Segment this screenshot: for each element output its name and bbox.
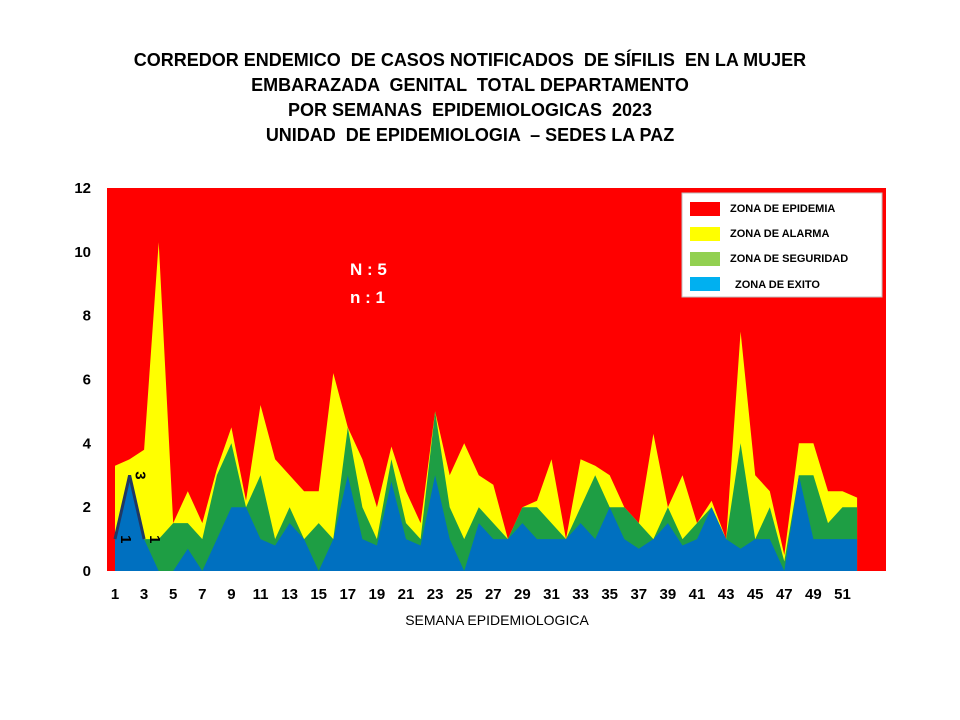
casos-data-label: 1 xyxy=(146,535,163,543)
x-tick-label: 15 xyxy=(310,586,327,603)
title-line-1: CORREDOR ENDEMICO DE CASOS NOTIFICADOS D… xyxy=(133,50,807,70)
y-tick-label: 2 xyxy=(83,499,91,516)
title-line-4: UNIDAD DE EPIDEMIOLOGIA – SEDES LA PAZ xyxy=(265,125,675,145)
x-tick-label: 49 xyxy=(805,586,822,603)
x-tick-label: 45 xyxy=(747,586,764,603)
x-tick-label: 21 xyxy=(398,586,415,603)
x-tick-label: 5 xyxy=(169,586,177,603)
x-tick-label: 37 xyxy=(630,586,647,603)
x-tick-label: 41 xyxy=(689,586,706,603)
y-tick-label: 4 xyxy=(83,435,92,452)
x-tick-label: 23 xyxy=(427,586,444,603)
title-line-2: EMBARAZADA GENITAL TOTAL DEPARTAMENTO xyxy=(251,75,689,95)
x-tick-label: 9 xyxy=(227,586,235,603)
x-tick-label: 43 xyxy=(718,586,735,603)
x-tick-label: 25 xyxy=(456,586,473,603)
x-axis-label: SEMANA EPIDEMIOLOGICA xyxy=(405,612,589,628)
legend-swatch-seguridad xyxy=(690,252,720,266)
annotation-n: n : 1 xyxy=(350,288,385,307)
casos-line xyxy=(113,474,146,540)
legend-swatch-epidemia xyxy=(690,202,720,216)
chart-title: CORREDOR ENDEMICO DE CASOS NOTIFICADOS D… xyxy=(0,48,940,148)
casos-data-label: 1 xyxy=(117,535,134,543)
x-tick-label: 3 xyxy=(140,586,148,603)
y-tick-label: 12 xyxy=(74,180,91,197)
x-tick-label: 47 xyxy=(776,586,793,603)
x-tick-label: 27 xyxy=(485,586,502,603)
x-tick-label: 39 xyxy=(660,586,677,603)
y-axis: 0 2 4 6 8 10 12 xyxy=(74,180,91,580)
x-tick-label: 17 xyxy=(339,586,356,603)
annotation-N: N : 5 xyxy=(350,260,387,279)
title-line-3: POR SEMANAS EPIDEMIOLOGICAS 2023 xyxy=(287,100,653,120)
y-tick-label: 8 xyxy=(83,308,91,325)
x-axis: 1 3 5 7 9 11 13 15 17 19 21 23 25 27 29 31 33 35 37 39 41 43 4… xyxy=(111,586,851,603)
x-tick-label: 51 xyxy=(834,586,851,603)
legend-swatch-exito xyxy=(690,277,720,291)
legend-swatch-alarma xyxy=(690,227,720,241)
x-tick-label: 31 xyxy=(543,586,560,603)
casos-data-label: 3 xyxy=(132,471,149,479)
x-tick-label: 29 xyxy=(514,586,531,603)
alarma-area xyxy=(115,242,858,572)
x-tick-label: 7 xyxy=(198,586,206,603)
x-tick-label: 11 xyxy=(253,586,269,603)
y-tick-label: 6 xyxy=(83,372,91,389)
x-tick-label: 35 xyxy=(601,586,618,603)
legend-label-alarma: ZONA DE ALARMA xyxy=(730,228,829,240)
x-tick-label: 1 xyxy=(111,586,119,603)
legend: ZONA DE EPIDEMIA ZONA DE ALARMA ZONA DE … xyxy=(681,192,883,298)
legend-label-epidemia: ZONA DE EPIDEMIA xyxy=(730,203,835,215)
plot-area: 1 3 1 xyxy=(107,188,886,572)
x-tick-label: 19 xyxy=(369,586,386,603)
y-tick-label: 10 xyxy=(74,244,91,261)
legend-label-seguridad: ZONA DE SEGURIDAD xyxy=(730,253,848,265)
legend-label-exito: ZONA DE EXITO xyxy=(735,279,820,291)
y-tick-label: 0 xyxy=(83,563,91,580)
x-tick-label: 13 xyxy=(281,586,298,603)
exito-area xyxy=(115,475,858,571)
x-tick-label: 33 xyxy=(572,586,589,603)
